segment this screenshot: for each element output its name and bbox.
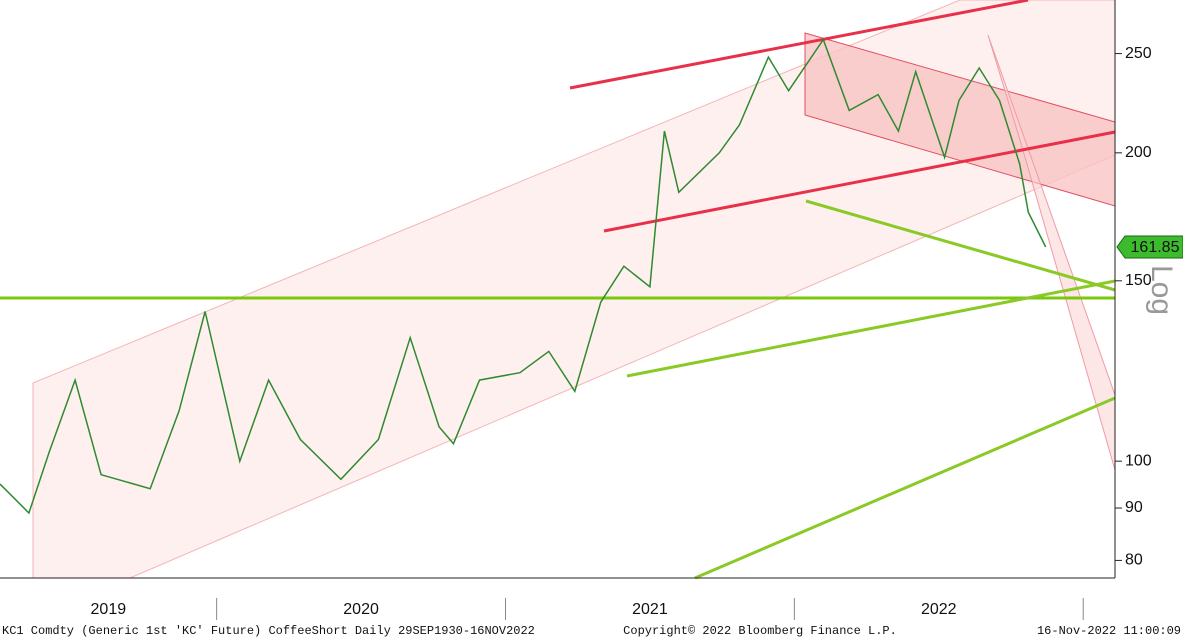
price-line — [0, 37, 1047, 515]
trend-line — [626, 279, 1116, 378]
footer-right: 16-Nov-2022 11:00:09 — [1037, 624, 1181, 638]
footer-left: KC1 Comdty (Generic 1st 'KC' Future) Cof… — [2, 624, 535, 638]
y-tick-label: 90 — [1125, 499, 1143, 516]
trend-line — [603, 130, 1116, 233]
last-price-label: 161.85 — [1131, 239, 1180, 256]
last-price-tag — [1116, 235, 1183, 259]
trend-line — [569, 0, 1029, 90]
y-tick-label: 250 — [1125, 45, 1152, 62]
trend-line — [805, 199, 1116, 292]
y-tick-label: 150 — [1125, 272, 1152, 289]
footer-center: Copyright© 2022 Bloomberg Finance L.P. — [623, 624, 897, 638]
y-tick-label: 80 — [1125, 552, 1143, 569]
x-tick-label: 2021 — [632, 601, 668, 618]
y-tick-label: 100 — [1125, 452, 1152, 469]
x-tick-label: 2020 — [343, 601, 379, 618]
x-tick-label: 2019 — [91, 601, 127, 618]
axis-label: Log — [1145, 265, 1178, 315]
annotations — [0, 0, 1116, 580]
trend-line — [694, 396, 1116, 580]
y-tick-label: 200 — [1125, 144, 1152, 161]
x-tick-label: 2022 — [921, 601, 957, 618]
